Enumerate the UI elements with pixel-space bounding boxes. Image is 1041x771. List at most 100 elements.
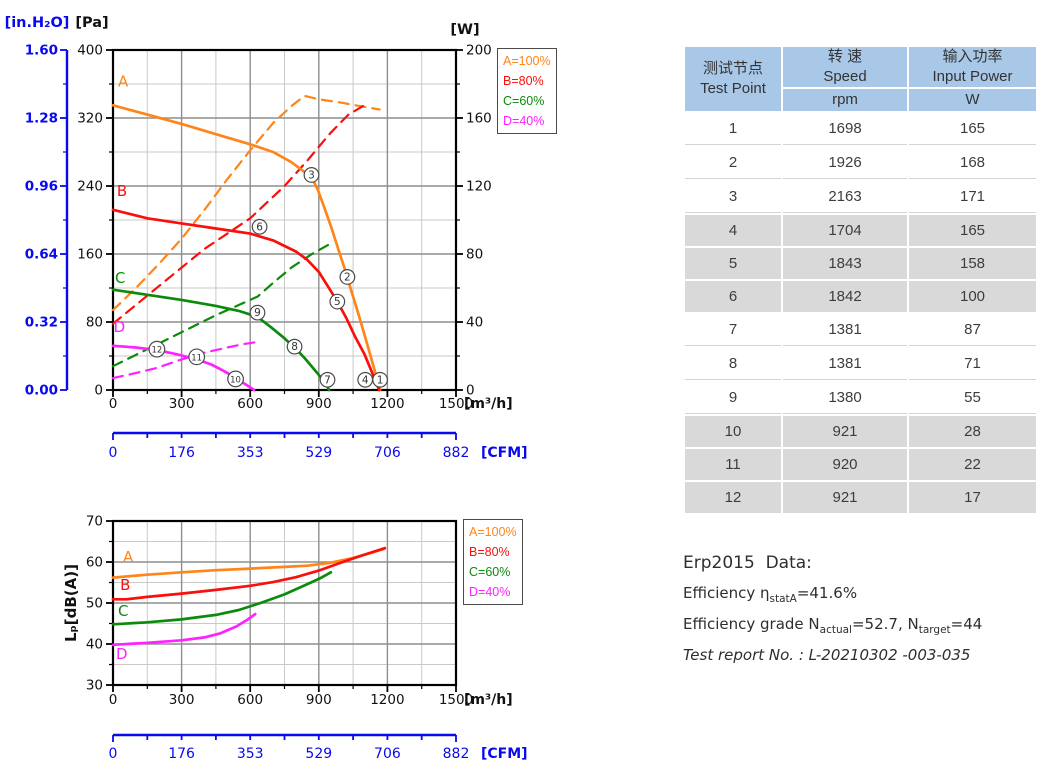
curve-label-B: B: [120, 576, 130, 594]
inh2o-tick-label: 0.96: [25, 179, 58, 195]
flow-axis-unit-label: [m³/h]: [464, 396, 513, 412]
x-tick-label: 900: [306, 692, 332, 708]
curve-label-A: A: [123, 548, 134, 566]
col-header-speed: 转 速 Speed: [783, 47, 907, 87]
inh2o-tick-label: 0.64: [25, 247, 58, 263]
table-cell: 1704: [783, 215, 907, 246]
table-cell: 6: [685, 281, 781, 312]
cfm-tick-label: 529: [305, 445, 332, 461]
inh2o-tick-label: 0.32: [25, 315, 58, 331]
y-tick-label: 400: [77, 43, 103, 59]
test-point-marker-10: [227, 370, 244, 388]
w-axis-unit-label: [W]: [450, 22, 479, 38]
curve-D-noise: [111, 612, 257, 647]
cfm-tick-label: 353: [237, 445, 264, 461]
cfm-axis-unit-label: [CFM]: [481, 746, 528, 762]
test-point-number-5: 5: [334, 296, 341, 308]
table-cell: 921: [783, 416, 907, 447]
cfm-tick-label: 0: [109, 746, 118, 762]
table-cell: 1698: [783, 113, 907, 145]
table-cell: 920: [783, 449, 907, 480]
table-row: 3 2163 171: [685, 181, 1036, 213]
y-tick-label: 160: [77, 247, 103, 263]
w-tick-label: 40: [466, 315, 483, 331]
test-point-marker-4: [357, 371, 374, 388]
erp-data-block: Erp2015 Data: Efficiency ηstatA=41.6% Ef…: [683, 553, 982, 664]
table-cell: 4: [685, 215, 781, 246]
table-cell: 3: [685, 181, 781, 213]
cfm-tick-label: 353: [237, 746, 264, 762]
test-report-line: Test report No. : L-20210302 -003-035: [683, 646, 982, 664]
cfm-tick-label: 529: [305, 746, 332, 762]
y-tick-label: 320: [77, 111, 103, 127]
test-point-number-6: 6: [256, 221, 263, 233]
inh2o-tick-label: 0.00: [25, 383, 58, 399]
curve-C-power-dashed: [111, 242, 332, 368]
curve-D-power-dashed: [111, 341, 256, 380]
y-tick-label: 0: [94, 383, 103, 399]
col-header-speed-unit: rpm: [783, 89, 907, 111]
curve-label-D: D: [116, 645, 128, 663]
col-header-power-unit: W: [909, 89, 1036, 111]
noise-axis-unit-label: Lₚ[dB(A)]: [62, 564, 80, 642]
table-row: 5 1843 158: [685, 248, 1036, 279]
cfm-tick-label: 882: [443, 445, 470, 461]
y-tick-label: 240: [77, 179, 103, 195]
table-cell: 28: [909, 416, 1036, 447]
test-point-number-11: 11: [191, 353, 202, 363]
test-point-number-2: 2: [344, 271, 351, 283]
cfm-tick-label: 0: [109, 445, 118, 461]
efficiency-grade-line: Efficiency grade Nactual=52.7, Ntarget=4…: [683, 615, 982, 636]
curve-label-A: A: [118, 73, 129, 91]
table-cell: 55: [909, 382, 1036, 414]
efficiency-line: Efficiency ηstatA=41.6%: [683, 584, 982, 605]
w-tick-label: 120: [466, 179, 492, 195]
x-tick-label: 0: [109, 396, 118, 412]
curve-label-B: B: [117, 182, 127, 200]
efficiency-value: =41.6%: [796, 584, 858, 602]
table-cell: 171: [909, 181, 1036, 213]
legend-item: A=100%: [469, 525, 517, 539]
y-tick-label: 40: [86, 637, 103, 653]
w-tick-label: 160: [466, 111, 492, 127]
curve-B-pressure-solid: [111, 208, 381, 392]
table-cell: 71: [909, 348, 1036, 380]
table-cell: 1926: [783, 147, 907, 179]
test-point-number-3: 3: [308, 169, 315, 181]
table-cell: 5: [685, 248, 781, 279]
test-point-marker-6: [251, 218, 268, 235]
x-tick-label: 300: [169, 692, 195, 708]
grade-target-value: =44: [950, 615, 983, 633]
legend-item: D=40%: [503, 114, 545, 128]
table-row: 2 1926 168: [685, 147, 1036, 179]
table-cell: 1380: [783, 382, 907, 414]
cfm-tick-label: 176: [168, 746, 195, 762]
curve-A-pressure-solid: [111, 103, 382, 392]
test-point-marker-5: [329, 293, 346, 310]
table-cell: 100: [909, 281, 1036, 312]
cfm-tick-label: 176: [168, 445, 195, 461]
curve-label-D: D: [114, 318, 126, 336]
y-tick-label: 50: [86, 596, 103, 612]
table-row: 4 1704 165: [685, 215, 1036, 246]
table-row: 6 1842 100: [685, 281, 1036, 312]
test-point-number-12: 12: [151, 346, 162, 356]
test-point-table: 测试节点 Test Point 转 速 Speed 输入功率 Input Pow…: [683, 45, 1038, 515]
curve-label-C: C: [118, 602, 128, 620]
test-point-marker-8: [286, 338, 303, 355]
table-row: 1 1698 165: [685, 113, 1036, 145]
col-header-test-point: 测试节点 Test Point: [685, 47, 781, 111]
legend-item: C=60%: [503, 94, 545, 108]
legend-item: D=40%: [469, 585, 511, 599]
cfm-tick-label: 706: [374, 445, 401, 461]
test-point-marker-7: [319, 371, 336, 388]
legend-item: B=80%: [503, 74, 544, 88]
bottom-chart-legend: A=100% B=80% C=60% D=40%: [463, 519, 523, 605]
table-cell: 10: [685, 416, 781, 447]
test-point-number-8: 8: [291, 341, 298, 353]
table-cell: 165: [909, 113, 1036, 145]
table-cell: 12: [685, 482, 781, 513]
test-point-number-1: 1: [377, 374, 384, 386]
w-tick-label: 80: [466, 247, 483, 263]
